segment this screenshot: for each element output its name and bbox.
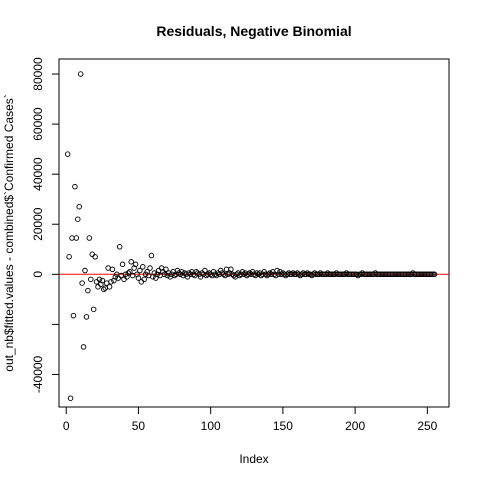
data-point-22 [95, 284, 101, 290]
data-point-45 [128, 259, 134, 265]
data-point-59 [148, 252, 155, 259]
x-tick-label-50: 50 [132, 419, 146, 433]
x-tick-label-0: 0 [63, 419, 70, 433]
data-point-116 [231, 272, 237, 279]
data-point-1 [64, 151, 71, 157]
x-tick-label-150: 150 [273, 419, 293, 433]
data-point-61 [151, 270, 158, 276]
data-point-48 [132, 261, 139, 268]
data-point-126 [245, 271, 251, 278]
data-point-20 [92, 254, 98, 260]
y-tick-label-40000: 40000 [31, 157, 45, 191]
data-point-13 [82, 267, 88, 274]
data-point-16 [86, 235, 93, 241]
data-point-30 [106, 284, 113, 290]
data-point-14 [83, 314, 90, 320]
data-point-7 [73, 235, 80, 241]
data-points [64, 71, 438, 401]
data-point-17 [88, 276, 94, 283]
data-point-96 [202, 267, 208, 274]
data-point-53 [140, 264, 146, 270]
data-point-44 [127, 269, 133, 275]
data-point-50 [135, 275, 142, 281]
data-point-18 [89, 251, 95, 258]
data-point-51 [137, 267, 143, 274]
data-point-6 [72, 183, 78, 190]
data-point-167 [304, 270, 311, 276]
data-point-202 [355, 272, 361, 279]
data-point-78 [176, 270, 182, 276]
x-tick-label-200: 200 [345, 419, 365, 433]
x-axis: 0 50 100 150 200 250 [63, 406, 438, 433]
data-point-114 [228, 266, 234, 273]
data-point-9 [76, 203, 82, 210]
data-point-43 [125, 270, 132, 276]
data-point-10 [77, 71, 84, 77]
data-point-39 [119, 261, 126, 268]
data-point-54 [141, 276, 147, 283]
x-axis-label: Index [239, 452, 268, 466]
data-point-75 [171, 272, 178, 279]
data-point-32 [109, 266, 116, 273]
data-point-69 [163, 266, 169, 273]
y-tick-label--40000: -40000 [31, 355, 45, 393]
data-point-58 [147, 265, 153, 271]
data-point-2 [66, 254, 72, 260]
x-tick-label-250: 250 [417, 419, 437, 433]
data-point-11 [79, 280, 85, 286]
data-point-15 [85, 287, 91, 294]
data-point-5 [70, 312, 77, 319]
data-point-23 [96, 276, 103, 283]
data-point-3 [67, 395, 74, 401]
data-point-12 [80, 344, 87, 350]
y-tick-label-20000: 20000 [31, 207, 45, 241]
chart-title: Residuals, Negative Binomial [156, 23, 351, 39]
data-point-40 [121, 276, 127, 283]
data-point-140 [265, 271, 272, 278]
y-axis-label: out_nb$fitted.values - combined$`Confirm… [2, 94, 16, 371]
data-point-8 [75, 216, 81, 222]
data-point-26 [101, 286, 107, 293]
data-point-132 [254, 270, 260, 276]
y-tick-label-80000: 80000 [31, 57, 45, 91]
data-point-110 [222, 272, 228, 279]
x-tick-label-100: 100 [201, 419, 221, 433]
data-point-25 [99, 277, 106, 284]
data-point-19 [90, 306, 97, 313]
data-point-255 [431, 271, 438, 278]
data-point-21 [93, 279, 100, 285]
data-point-37 [116, 244, 123, 250]
data-point-145 [272, 272, 279, 279]
y-tick-label-60000: 60000 [31, 107, 45, 141]
data-point-31 [108, 279, 114, 285]
data-point-52 [138, 279, 145, 285]
plot-frame [58, 58, 450, 408]
y-tick-label-0: 0 [31, 271, 45, 278]
y-axis: -40000 0 20000 40000 60000 80000 [31, 57, 60, 393]
